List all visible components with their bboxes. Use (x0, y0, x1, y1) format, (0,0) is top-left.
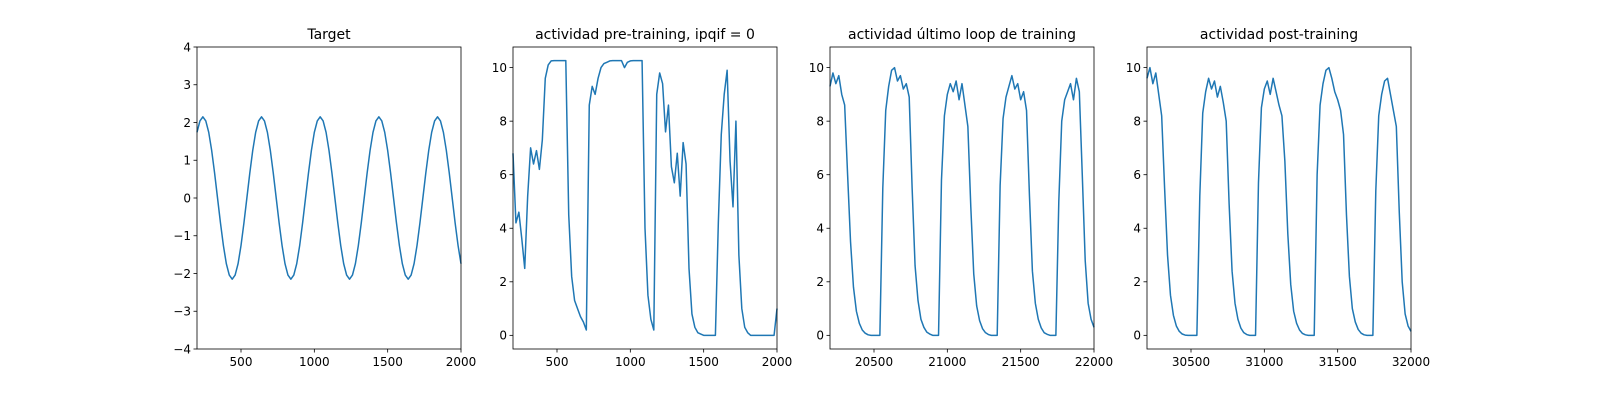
x-tick-label: 21500 (1002, 355, 1040, 369)
y-tick-label: 0 (499, 329, 507, 343)
subplot-title: actividad pre-training, ipqif = 0 (535, 27, 755, 43)
x-tick-label: 1500 (688, 355, 719, 369)
y-tick-label: −3 (173, 305, 191, 319)
x-tick-label: 1500 (372, 355, 403, 369)
x-tick-label: 20500 (855, 355, 893, 369)
x-tick-label: 2000 (446, 355, 477, 369)
y-tick-label: 4 (1133, 222, 1141, 236)
y-tick-label: 4 (183, 40, 191, 54)
y-tick-label: 8 (499, 114, 507, 128)
y-tick-label: 4 (816, 222, 824, 236)
y-tick-label: 0 (183, 191, 191, 205)
axes-frame (1146, 46, 1412, 350)
y-tick-label: −1 (173, 229, 191, 243)
y-tick-label: 2 (183, 116, 191, 130)
axes-frame (512, 46, 778, 350)
x-tick-label: 2000 (762, 355, 793, 369)
data-line (512, 59, 778, 337)
x-tick-label: 1000 (615, 355, 646, 369)
y-tick-label: 2 (499, 275, 507, 289)
y-tick-label: 8 (816, 114, 824, 128)
axes-frame (829, 46, 1095, 350)
y-tick-label: −2 (173, 267, 191, 281)
x-tick-label: 500 (546, 355, 569, 369)
x-tick-label: 22000 (1075, 355, 1113, 369)
y-tick-label: 2 (816, 275, 824, 289)
axes-frame (196, 46, 462, 350)
x-tick-label: 1000 (299, 355, 330, 369)
x-tick-label: 30500 (1172, 355, 1210, 369)
y-tick-label: 2 (1133, 275, 1141, 289)
x-tick-label: 31500 (1319, 355, 1357, 369)
y-tick-label: 0 (816, 329, 824, 343)
y-tick-label: 10 (1126, 61, 1141, 75)
x-tick-label: 21000 (928, 355, 966, 369)
y-tick-label: 8 (1133, 114, 1141, 128)
y-tick-label: 6 (1133, 168, 1141, 182)
y-tick-label: 6 (499, 168, 507, 182)
y-tick-label: 4 (499, 222, 507, 236)
data-line (1146, 66, 1412, 337)
subplot-title: actividad post-training (1200, 27, 1358, 43)
x-tick-label: 31000 (1245, 355, 1283, 369)
y-tick-label: 0 (1133, 329, 1141, 343)
data-line (196, 116, 462, 280)
y-tick-label: 1 (183, 154, 191, 168)
y-tick-label: −4 (173, 342, 191, 356)
data-line (829, 66, 1095, 337)
y-tick-label: 6 (816, 168, 824, 182)
x-tick-label: 32000 (1392, 355, 1430, 369)
y-tick-label: 10 (492, 61, 507, 75)
subplot-title: Target (306, 27, 351, 43)
y-tick-label: 10 (809, 61, 824, 75)
subplot-title: actividad último loop de training (848, 27, 1076, 43)
y-tick-label: 3 (183, 78, 191, 92)
x-tick-label: 500 (230, 355, 253, 369)
